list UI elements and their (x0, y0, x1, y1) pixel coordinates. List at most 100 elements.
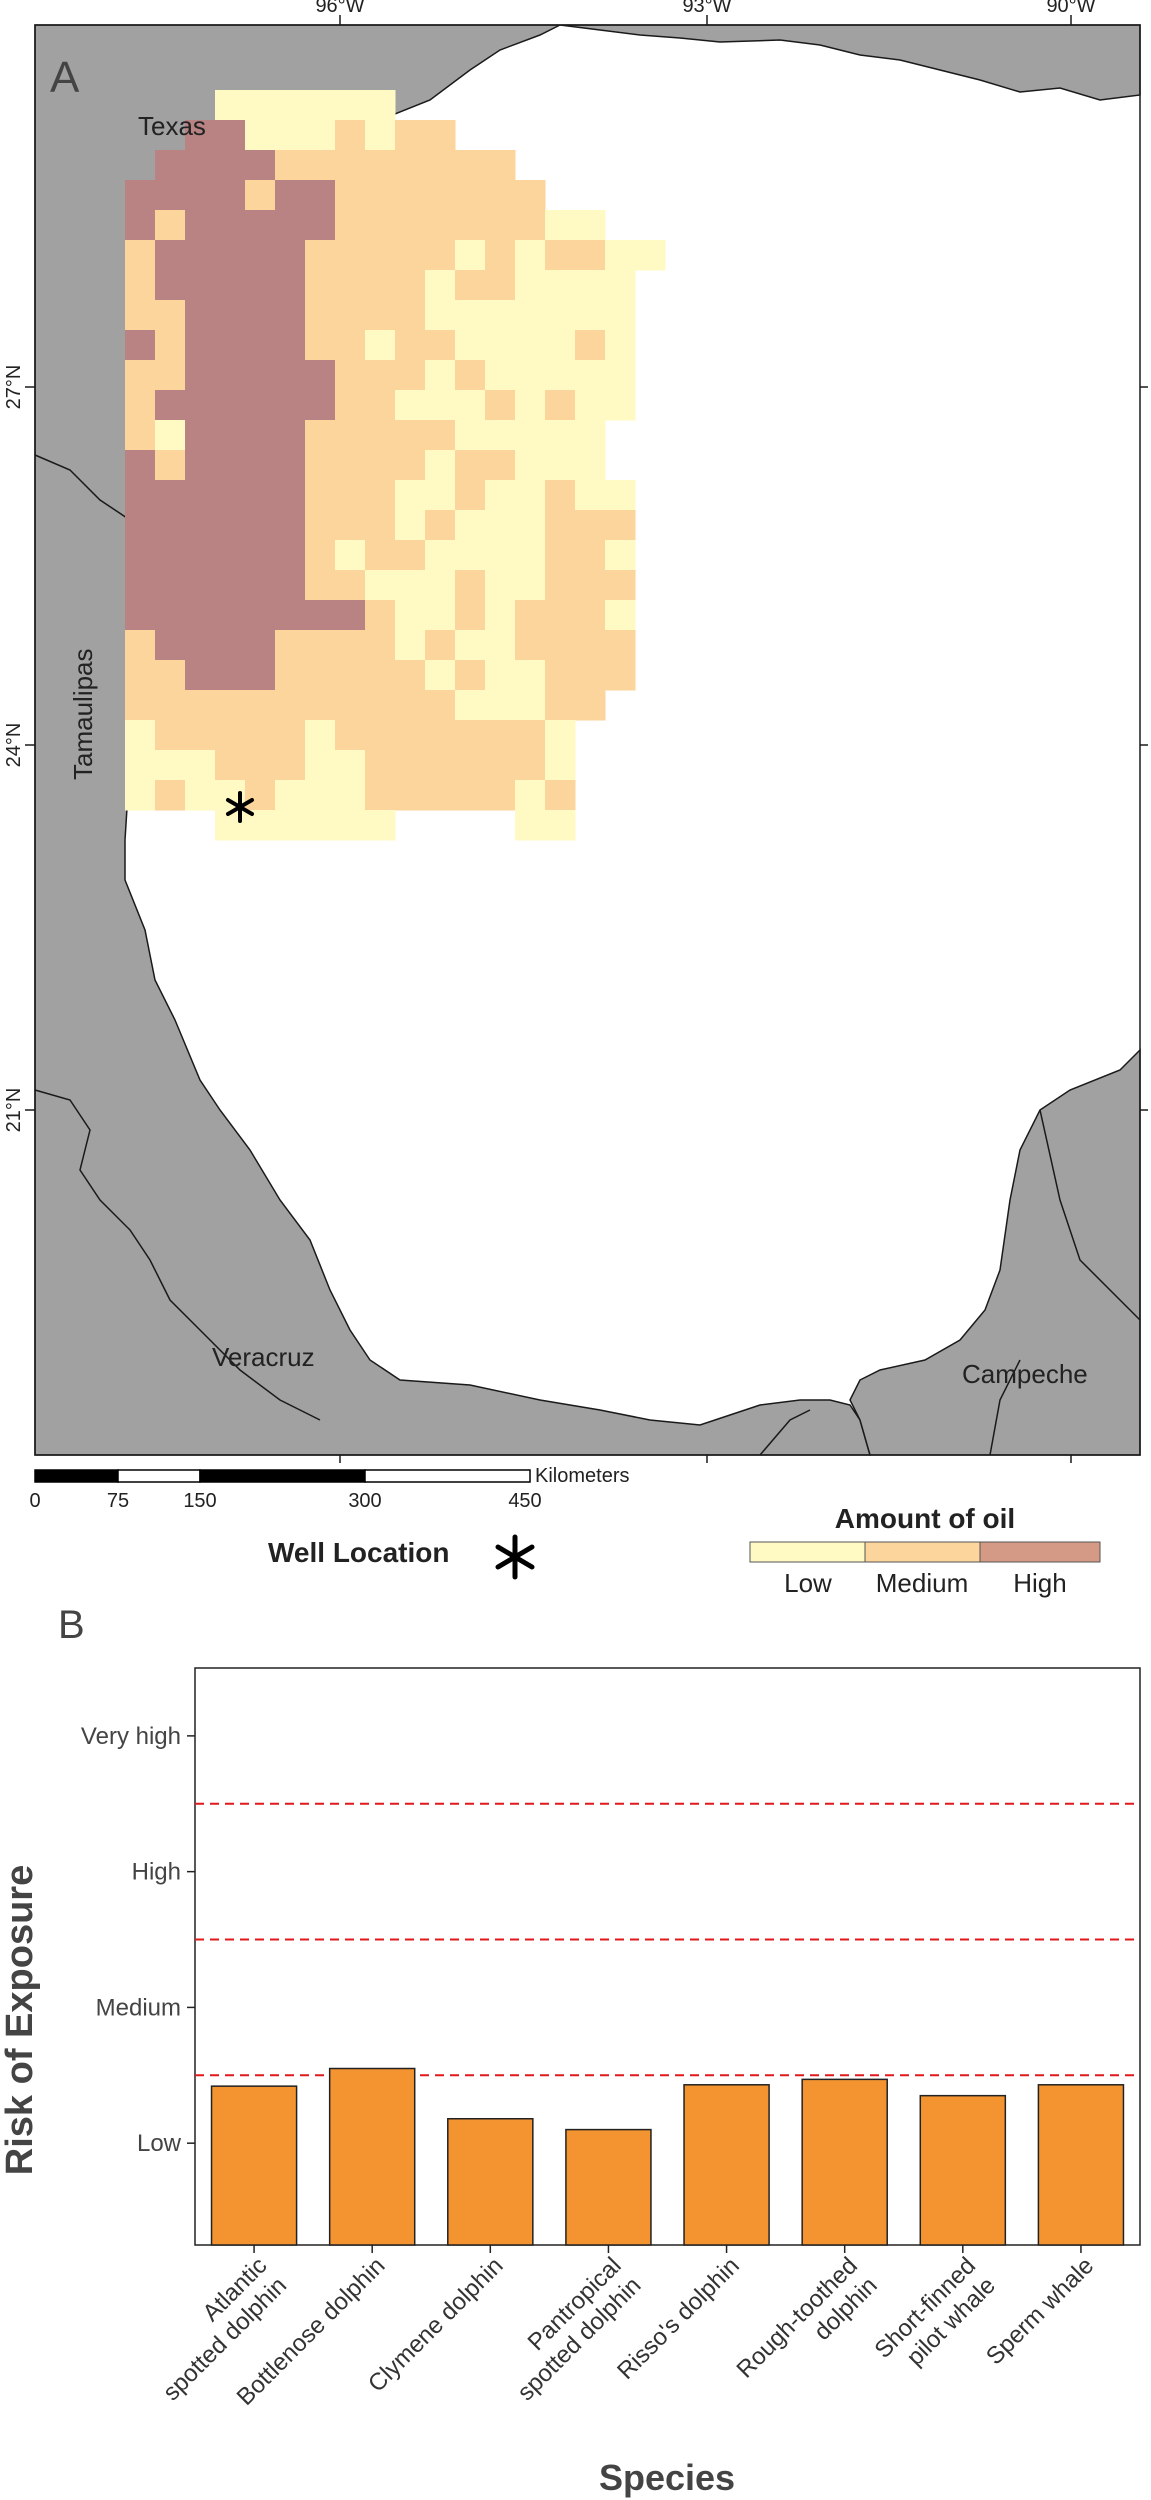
oil-grid-cell (485, 540, 516, 571)
oil-grid-cell (605, 270, 636, 301)
oil-grid-cell (455, 510, 486, 541)
oil-grid-cell (395, 480, 426, 511)
oil-grid-cell (455, 300, 486, 331)
oil-grid-cell (335, 330, 366, 361)
oil-grid-cell (275, 210, 306, 241)
oil-grid-cell (395, 720, 426, 751)
oil-grid-cell (335, 690, 366, 721)
oil-grid-cell (155, 540, 186, 571)
oil-grid-cell (185, 510, 216, 541)
oil-grid-cell (395, 240, 426, 271)
oil-grid-cell (305, 810, 336, 841)
x-tick-label: Risso's dolphin (612, 2252, 745, 2385)
oil-grid-cell (545, 300, 576, 331)
oil-grid-cell (305, 480, 336, 511)
oil-grid-cell (515, 390, 546, 421)
oil-grid-cell (125, 570, 156, 601)
oil-grid-cell (125, 630, 156, 661)
oil-grid-cell (365, 780, 396, 811)
oil-grid-cell (485, 180, 516, 211)
oil-grid-cell (425, 570, 456, 601)
y-tick-label: Low (137, 2130, 182, 2157)
oil-grid-cell (215, 210, 246, 241)
y-tick-label: Very high (81, 1723, 181, 1750)
bar (1037, 2084, 1125, 2246)
oil-grid-cell (305, 210, 336, 241)
oil-grid-cell (485, 240, 516, 271)
oil-grid-cell (215, 450, 246, 481)
oil-grid-cell (245, 660, 276, 691)
oil-grid-cell (335, 660, 366, 691)
oil-grid-cell (245, 570, 276, 601)
oil-grid-cell (395, 600, 426, 631)
scale-unit: Kilometers (535, 1465, 629, 1487)
oil-grid-cell (275, 240, 306, 271)
oil-grid-cell (125, 480, 156, 511)
oil-grid-cell (395, 690, 426, 721)
oil-grid-cell (185, 450, 216, 481)
oil-grid-cell (245, 390, 276, 421)
oil-grid-cell (125, 660, 156, 691)
oil-grid-cell (245, 210, 276, 241)
oil-grid-cell (275, 390, 306, 421)
oil-grid-cell (425, 510, 456, 541)
oil-grid-cell (245, 90, 276, 121)
oil-grid-cell (185, 270, 216, 301)
oil-grid-cell (275, 660, 306, 691)
oil-grid-cell (125, 540, 156, 571)
scale-tick-450: 450 (508, 1490, 541, 1512)
oil-grid-cell (575, 360, 606, 391)
oil-grid-cell (305, 300, 336, 331)
oil-grid-cell (185, 690, 216, 721)
oil-grid-cell (365, 600, 396, 631)
oil-grid-cell (275, 510, 306, 541)
scale-bar (34, 1469, 531, 1483)
oil-grid-cell (545, 600, 576, 631)
oil-grid-cell (185, 420, 216, 451)
oil-grid-cell (305, 450, 336, 481)
oil-grid-cell (215, 300, 246, 331)
oil-grid-cell (125, 270, 156, 301)
oil-grid-cell (455, 270, 486, 301)
oil-grid-cell (425, 540, 456, 571)
oil-grid-cell (425, 240, 456, 271)
oil-grid-cell (485, 450, 516, 481)
oil-grid-cell (575, 510, 606, 541)
oil-grid-cell (455, 690, 486, 721)
oil-grid-cell (365, 810, 396, 841)
oil-grid-cell (425, 630, 456, 661)
oil-grid-cell (395, 510, 426, 541)
oil-grid-cell (335, 90, 366, 121)
oil-grid-cell (305, 270, 336, 301)
oil-grid-cell (335, 570, 366, 601)
oil-grid-cell (455, 600, 486, 631)
bar (565, 2128, 652, 2246)
y-tick-label: Medium (96, 1994, 181, 2021)
oil-grid-cell (545, 360, 576, 391)
oil-grid-cell (425, 480, 456, 511)
oil-grid-cell (395, 750, 426, 781)
oil-grid-cell (335, 510, 366, 541)
oil-grid-cell (275, 300, 306, 331)
oil-grid-cell (215, 360, 246, 391)
oil-grid-cell (245, 270, 276, 301)
oil-grid-cell (395, 210, 426, 241)
oil-grid-cell (545, 750, 576, 781)
risk-chart-panel: B Risk of Exposure Species Atlanticspott… (0, 1603, 1141, 2498)
oil-grid-cell (365, 420, 396, 451)
oil-grid-cell (395, 300, 426, 331)
oil-grid-cell (305, 510, 336, 541)
oil-grid-cell (395, 570, 426, 601)
oil-grid-cell (215, 660, 246, 691)
oil-grid-cell (425, 330, 456, 361)
oil-grid-cell (125, 240, 156, 271)
oil-grid-cell (155, 630, 186, 661)
oil-grid-cell (335, 210, 366, 241)
oil-grid-cell (125, 600, 156, 631)
lat-tick-24n: 24°N (3, 723, 25, 768)
oil-grid-cell (545, 270, 576, 301)
oil-grid-cell (365, 90, 396, 121)
y-tick-label: High (132, 1859, 181, 1886)
oil-grid-cell (455, 540, 486, 571)
